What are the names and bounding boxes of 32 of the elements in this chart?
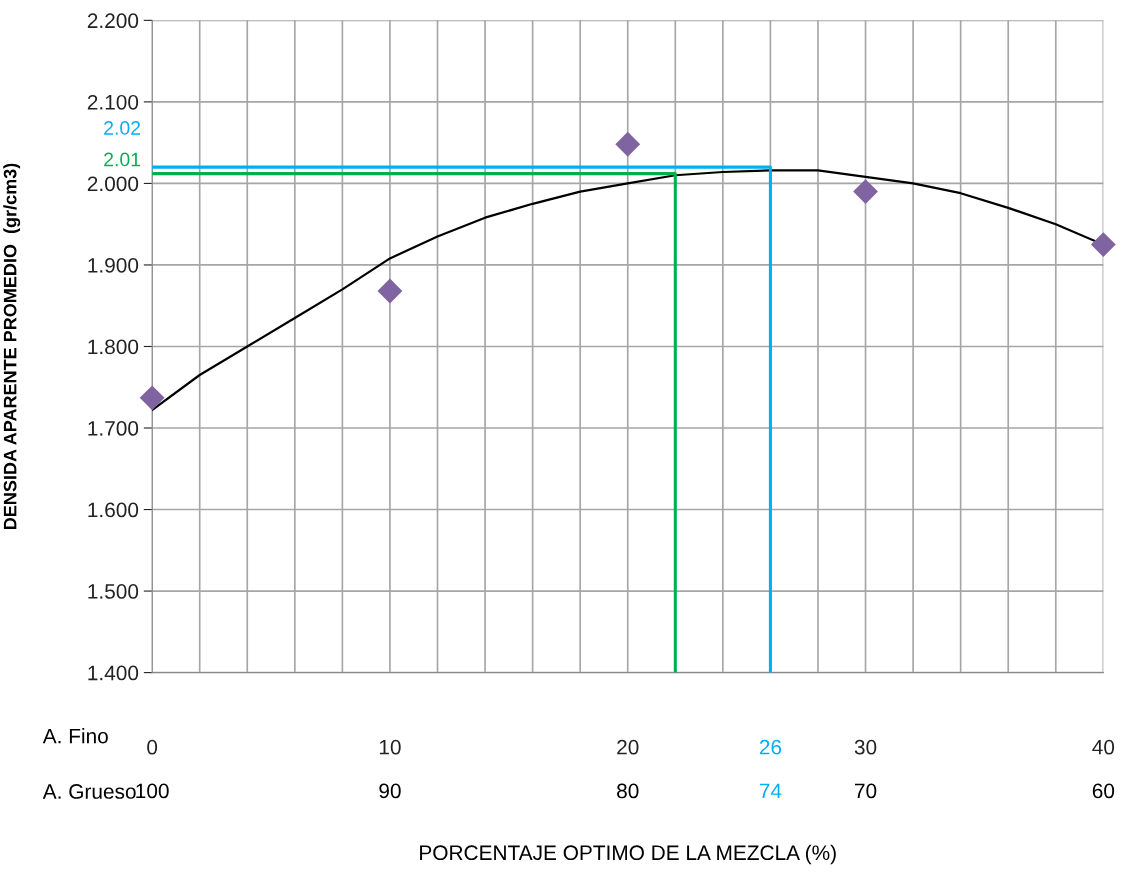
y-tick-label: 1.600 xyxy=(88,502,139,518)
point xyxy=(615,131,641,157)
x-tick-label: 40 xyxy=(1092,739,1115,755)
x2-tick-label: 100 xyxy=(136,783,169,799)
point xyxy=(1090,232,1116,257)
x2-tick-label: 60 xyxy=(1092,783,1115,799)
x-axis-title: PORCENTAJE OPTIMO DE LA MEZCLA (%) xyxy=(420,844,836,865)
text: A. Grueso xyxy=(42,784,136,799)
x2-tick-label: 70 xyxy=(855,783,877,799)
x2-tick-label: 80 xyxy=(617,783,639,799)
y-axis-title: DENSIDA APARENTE PROMEDIO (gr/cm3) xyxy=(3,163,21,530)
point xyxy=(377,278,403,304)
data-label: 2.01 xyxy=(104,152,141,167)
x2-tick-label: 90 xyxy=(379,783,401,799)
y-tick-label: 2.200 xyxy=(87,13,139,29)
data-label: 2.02 xyxy=(104,121,141,135)
y-tick-label: 2.000 xyxy=(87,176,139,192)
x-tick-label: 20 xyxy=(617,739,639,755)
text: A. Fino xyxy=(42,728,108,744)
x-tick-label: 30 xyxy=(854,739,877,755)
y-tick-label: 2.100 xyxy=(87,94,139,110)
x-tick-label: 0 xyxy=(147,739,158,755)
y-tick-label: 1.500 xyxy=(88,584,139,599)
y-tick-label: 1.400 xyxy=(88,665,139,681)
x-tick-label: 26 xyxy=(759,739,782,755)
y-tick-label: 1.800 xyxy=(88,339,139,355)
y-tick-label: 1.900 xyxy=(88,257,139,273)
x2-tick-label: 74 xyxy=(759,783,782,799)
point xyxy=(853,179,878,204)
y-tick-label: 1.700 xyxy=(88,421,139,436)
x-tick-label: 10 xyxy=(379,739,401,755)
point xyxy=(139,385,165,411)
